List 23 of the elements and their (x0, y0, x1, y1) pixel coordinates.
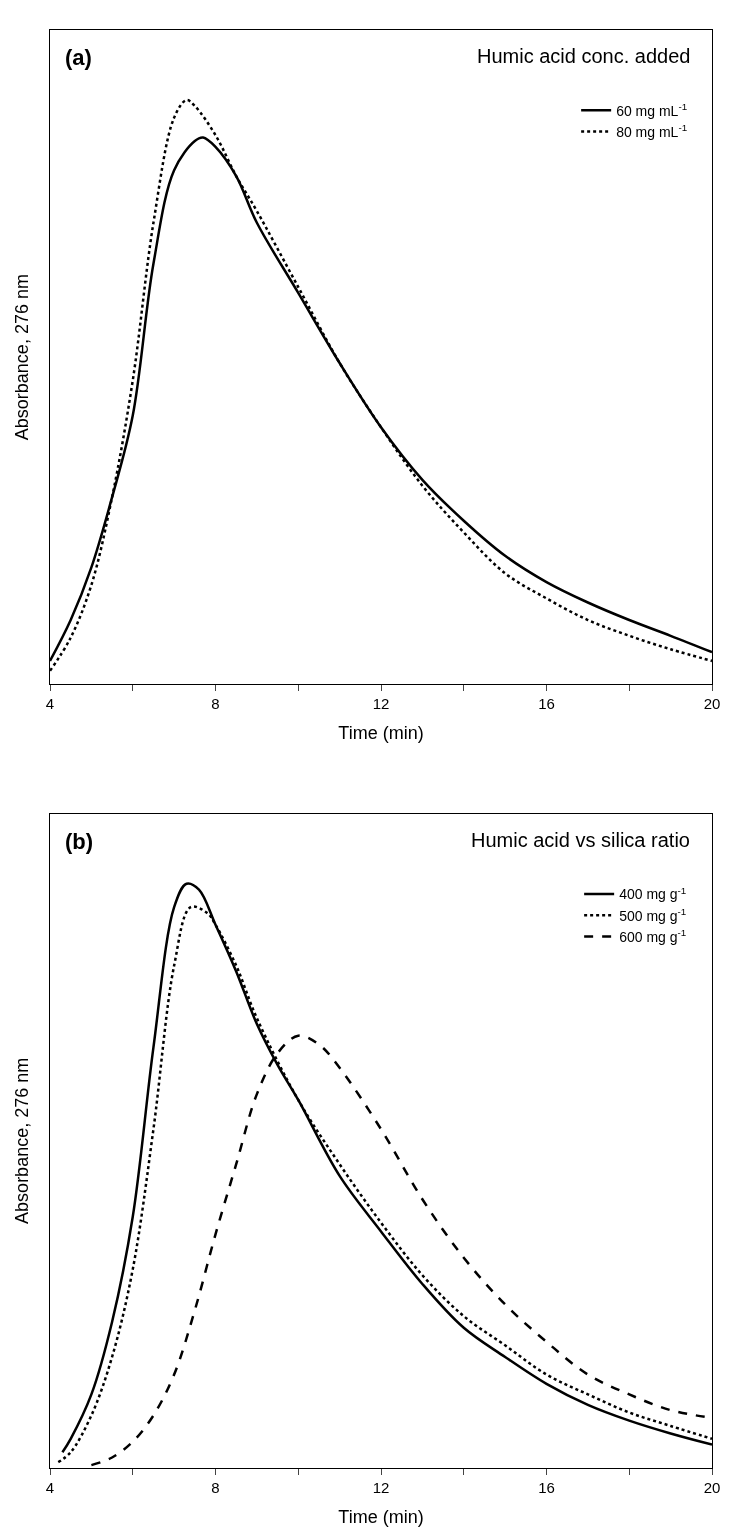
x-tick-label: 16 (538, 695, 555, 713)
legend-label: 600 mg g$^{-1}$ (619, 927, 687, 945)
x-tick-label: 8 (211, 695, 220, 713)
x-tick-label: 4 (45, 695, 55, 713)
x-tick-label: 4 (45, 1479, 55, 1496)
y-axis-title: Absorbance, 276 nm (12, 1057, 33, 1224)
chart-title: Humic acid conc. added (477, 45, 691, 67)
text: (a) (65, 45, 92, 70)
x-tick-label: 20 (703, 1479, 721, 1496)
legend-label: 400 mg g$^{-1}$ (619, 884, 687, 903)
x-tick-label: 8 (211, 1479, 220, 1496)
x-axis-title: Time (min) (338, 1507, 424, 1528)
x-tick-label: 12 (372, 1479, 390, 1496)
y-axis-title: Absorbance, 276 nm (12, 274, 33, 441)
x-tick-label: 20 (703, 695, 721, 713)
x-tick-label: 16 (538, 1479, 555, 1496)
text: (b) (65, 829, 94, 854)
chart-title: Humic acid vs silica ratio (471, 829, 690, 851)
legend-label: 60 mg mL$^{-1}$ (616, 100, 688, 119)
x-tick-label: 12 (372, 695, 390, 713)
x-axis-title: Time (min) (338, 723, 424, 744)
legend-label: 500 mg g$^{-1}$ (619, 905, 687, 924)
legend-label: 80 mg mL$^{-1}$ (616, 122, 688, 140)
